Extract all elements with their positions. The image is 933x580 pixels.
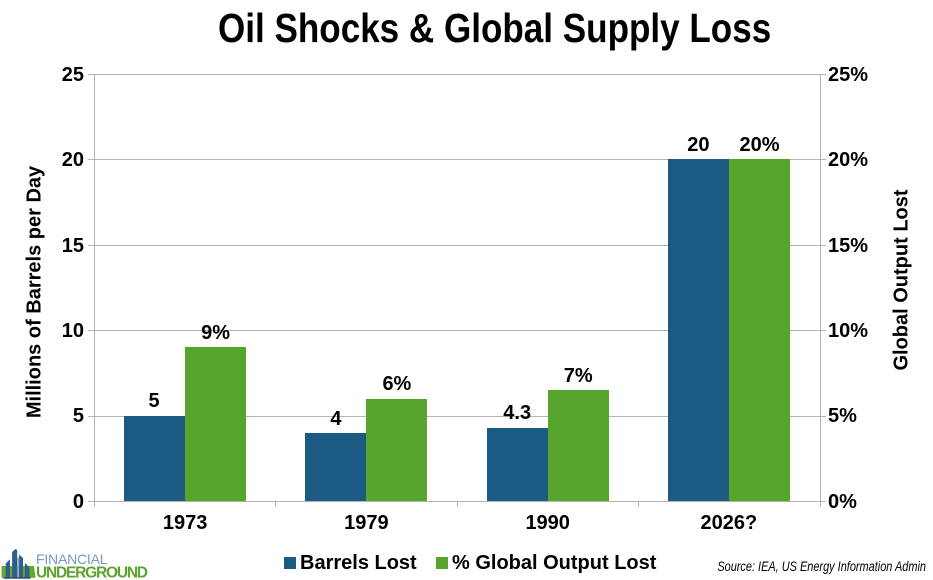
svg-text:FINANCIAL: FINANCIAL	[36, 551, 108, 567]
svg-text:UNDERGROUND: UNDERGROUND	[36, 564, 148, 580]
